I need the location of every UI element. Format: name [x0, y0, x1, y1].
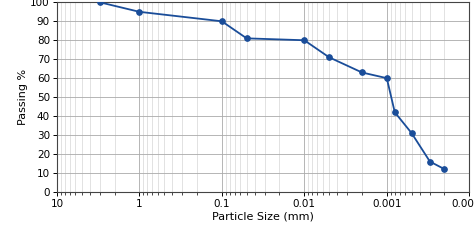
- X-axis label: Particle Size (mm): Particle Size (mm): [212, 212, 314, 222]
- Y-axis label: Passing %: Passing %: [18, 69, 27, 125]
